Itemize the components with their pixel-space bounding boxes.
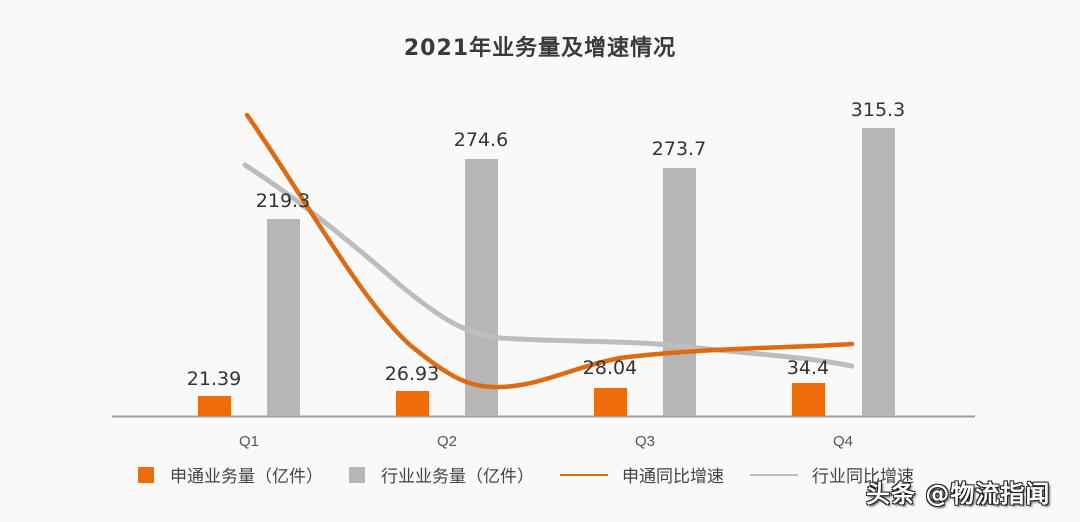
legend-item-sto-volume: 申通业务量（亿件） [138, 462, 323, 487]
label-sto-q1: 21.39 [187, 368, 241, 390]
legend-swatch-gray-line [750, 473, 798, 476]
legend-label: 行业业务量（亿件） [381, 467, 534, 487]
legend-item-industry-volume: 行业业务量（亿件） [349, 462, 534, 487]
legend-swatch-orange-square [138, 466, 154, 483]
legend-item-industry-growth: 行业同比增速 [750, 462, 914, 487]
x-tick-q2: Q2 [437, 433, 457, 450]
legend-label: 申通同比增速 [622, 467, 724, 487]
watermark: 头条 @物流指闻 [866, 480, 1051, 508]
legend-swatch-gray-square [349, 466, 365, 483]
bar-sto-q2 [396, 391, 429, 416]
label-sto-q2: 26.93 [385, 363, 439, 385]
legend-label: 申通业务量（亿件） [170, 467, 323, 487]
bar-sto-q1 [198, 396, 231, 416]
legend-item-sto-growth: 申通同比增速 [560, 462, 724, 487]
line-sto-growth [244, 112, 855, 390]
label-industry-q4: 315.3 [851, 99, 905, 121]
legend-swatch-orange-line [560, 473, 608, 476]
label-industry-q3: 273.7 [652, 138, 706, 160]
x-tick-q1: Q1 [239, 433, 259, 450]
chart-legend: 申通业务量（亿件） 行业业务量（亿件） 申通同比增速 行业同比增速 [138, 462, 940, 487]
x-tick-q4: Q4 [833, 433, 853, 450]
bar-industry-q4 [862, 128, 895, 416]
label-sto-q3: 28.04 [583, 357, 637, 379]
bar-industry-q2 [465, 159, 498, 416]
line-industry-growth [242, 162, 855, 369]
bar-sto-q4 [792, 383, 825, 416]
legend-label: 行业同比增速 [812, 467, 914, 487]
bar-industry-q1 [267, 219, 300, 416]
bar-sto-q3 [594, 388, 627, 416]
chart-title: 2021年业务量及增速情况 [403, 36, 677, 61]
label-sto-q4: 34.4 [787, 357, 829, 379]
label-industry-q1: 219.3 [256, 190, 310, 212]
x-tick-q3: Q3 [635, 433, 655, 450]
label-industry-q2: 274.6 [454, 129, 508, 151]
bar-industry-q3 [663, 168, 696, 416]
